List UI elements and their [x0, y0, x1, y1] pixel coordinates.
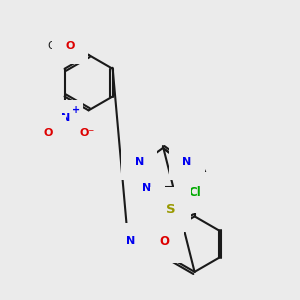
Text: H: H	[119, 236, 128, 246]
Text: O: O	[160, 236, 170, 248]
Text: S: S	[166, 203, 175, 216]
Text: methoxy: methoxy	[46, 45, 52, 46]
Text: Cl: Cl	[188, 186, 201, 199]
Text: N: N	[61, 113, 70, 123]
Text: O⁻: O⁻	[80, 128, 95, 138]
Text: N: N	[135, 157, 144, 167]
Text: N: N	[127, 236, 136, 246]
Text: N: N	[142, 183, 152, 194]
Text: CH₃: CH₃	[47, 41, 67, 51]
Text: O: O	[43, 128, 52, 138]
Text: +: +	[73, 105, 81, 115]
Text: N: N	[182, 157, 191, 167]
Text: O: O	[65, 41, 74, 51]
